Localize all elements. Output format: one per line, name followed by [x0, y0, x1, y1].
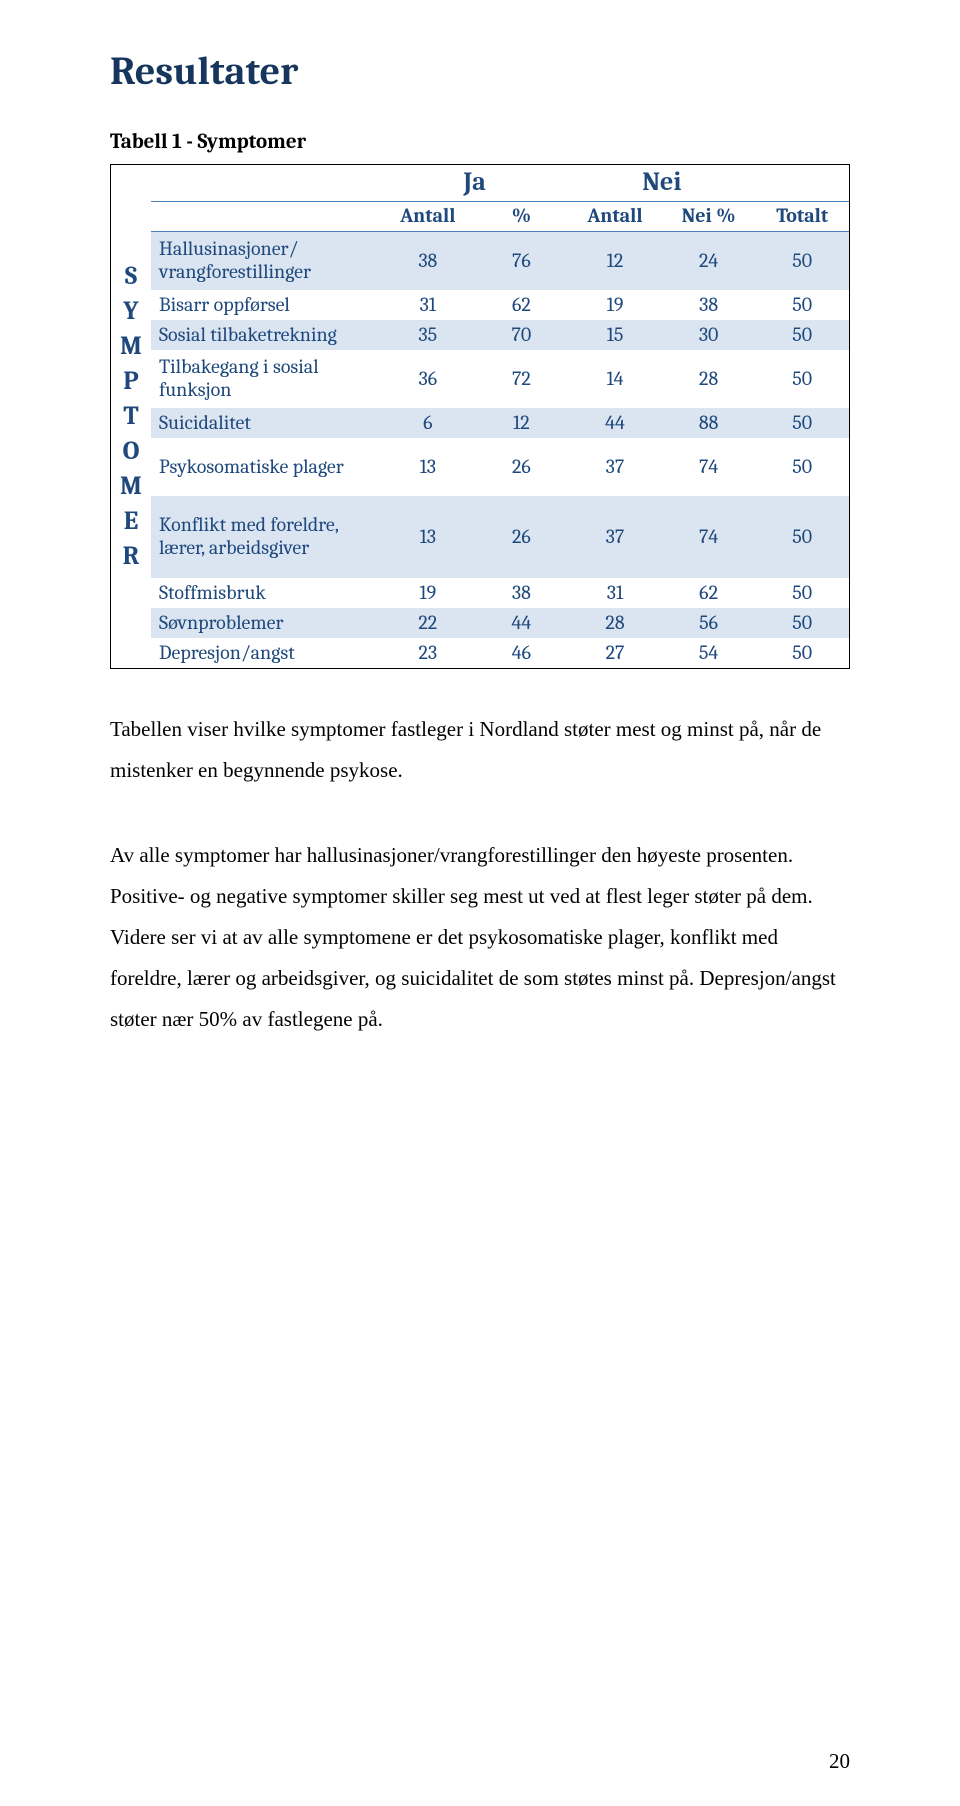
row-label-3: Tilbakegang i sosial funksjon — [151, 350, 381, 408]
paragraph-1: Tabellen viser hvilke symptomer fastlege… — [110, 709, 850, 791]
row-9-col-2: 27 — [568, 638, 662, 668]
row-3-col-4: 50 — [755, 350, 849, 408]
subheader-2: Antall — [568, 202, 662, 232]
page-number: 20 — [829, 1749, 850, 1774]
row-5-col-1: 26 — [475, 438, 569, 496]
row-0-col-4: 50 — [755, 232, 849, 290]
row-4-col-0: 6 — [381, 408, 475, 438]
row-4-col-2: 44 — [568, 408, 662, 438]
header-blank — [151, 165, 381, 202]
row-0-col-1: 76 — [475, 232, 569, 290]
row-5-col-4: 50 — [755, 438, 849, 496]
row-1-col-2: 19 — [568, 290, 662, 320]
row-label-5: Psykosomatiske plager — [151, 438, 381, 496]
row-1-col-4: 50 — [755, 290, 849, 320]
subheader-1: % — [475, 202, 569, 232]
row-1-col-1: 62 — [475, 290, 569, 320]
row-6-col-0: 13 — [381, 496, 475, 578]
row-label-9: Depresjon/angst — [151, 638, 381, 668]
row-2-col-4: 50 — [755, 320, 849, 350]
row-4-col-1: 12 — [475, 408, 569, 438]
row-8-col-2: 28 — [568, 608, 662, 638]
row-3-col-1: 72 — [475, 350, 569, 408]
row-label-8: Søvnproblemer — [151, 608, 381, 638]
row-1-col-3: 38 — [662, 290, 756, 320]
row-label-2: Sosial tilbaketrekning — [151, 320, 381, 350]
row-5-col-0: 13 — [381, 438, 475, 496]
row-label-6: Konflikt med foreldre, lærer, arbeidsgiv… — [151, 496, 381, 578]
row-label-4: Suicidalitet — [151, 408, 381, 438]
subheader-4: Totalt — [755, 202, 849, 232]
sidebar-acronym: SYMPTOMER — [111, 165, 151, 668]
row-7-col-3: 62 — [662, 578, 756, 608]
row-3-col-2: 14 — [568, 350, 662, 408]
symptom-table: SYMPTOMERJaNeiAntall%AntallNei %TotaltHa… — [110, 164, 850, 669]
row-6-col-3: 74 — [662, 496, 756, 578]
row-4-col-4: 50 — [755, 408, 849, 438]
row-0-col-2: 12 — [568, 232, 662, 290]
row-7-col-1: 38 — [475, 578, 569, 608]
row-7-col-4: 50 — [755, 578, 849, 608]
row-6-col-4: 50 — [755, 496, 849, 578]
row-8-col-4: 50 — [755, 608, 849, 638]
table-caption: Tabell 1 - Symptomer — [110, 130, 850, 154]
row-9-col-3: 54 — [662, 638, 756, 668]
header-ja: Ja — [381, 165, 568, 202]
row-2-col-2: 15 — [568, 320, 662, 350]
row-label-0: Hallusinasjoner/ vrangforestillinger — [151, 232, 381, 290]
subheader-0: Antall — [381, 202, 475, 232]
row-7-col-2: 31 — [568, 578, 662, 608]
row-8-col-3: 56 — [662, 608, 756, 638]
row-3-col-3: 28 — [662, 350, 756, 408]
row-0-col-3: 24 — [662, 232, 756, 290]
row-0-col-0: 38 — [381, 232, 475, 290]
header-blank-right — [755, 165, 849, 202]
header-nei: Nei — [568, 165, 755, 202]
row-6-col-1: 26 — [475, 496, 569, 578]
row-5-col-2: 37 — [568, 438, 662, 496]
page-title: Resultater — [110, 48, 850, 94]
paragraph-2: Av alle symptomer har hallusinasjoner/vr… — [110, 835, 850, 1040]
row-9-col-0: 23 — [381, 638, 475, 668]
row-9-col-4: 50 — [755, 638, 849, 668]
row-label-7: Stoffmisbruk — [151, 578, 381, 608]
row-8-col-1: 44 — [475, 608, 569, 638]
row-6-col-2: 37 — [568, 496, 662, 578]
row-label-1: Bisarr oppførsel — [151, 290, 381, 320]
row-8-col-0: 22 — [381, 608, 475, 638]
subheader-blank — [151, 202, 381, 232]
row-3-col-0: 36 — [381, 350, 475, 408]
subheader-3: Nei % — [662, 202, 756, 232]
row-9-col-1: 46 — [475, 638, 569, 668]
row-2-col-1: 70 — [475, 320, 569, 350]
row-1-col-0: 31 — [381, 290, 475, 320]
row-2-col-3: 30 — [662, 320, 756, 350]
row-2-col-0: 35 — [381, 320, 475, 350]
row-7-col-0: 19 — [381, 578, 475, 608]
row-4-col-3: 88 — [662, 408, 756, 438]
row-5-col-3: 74 — [662, 438, 756, 496]
